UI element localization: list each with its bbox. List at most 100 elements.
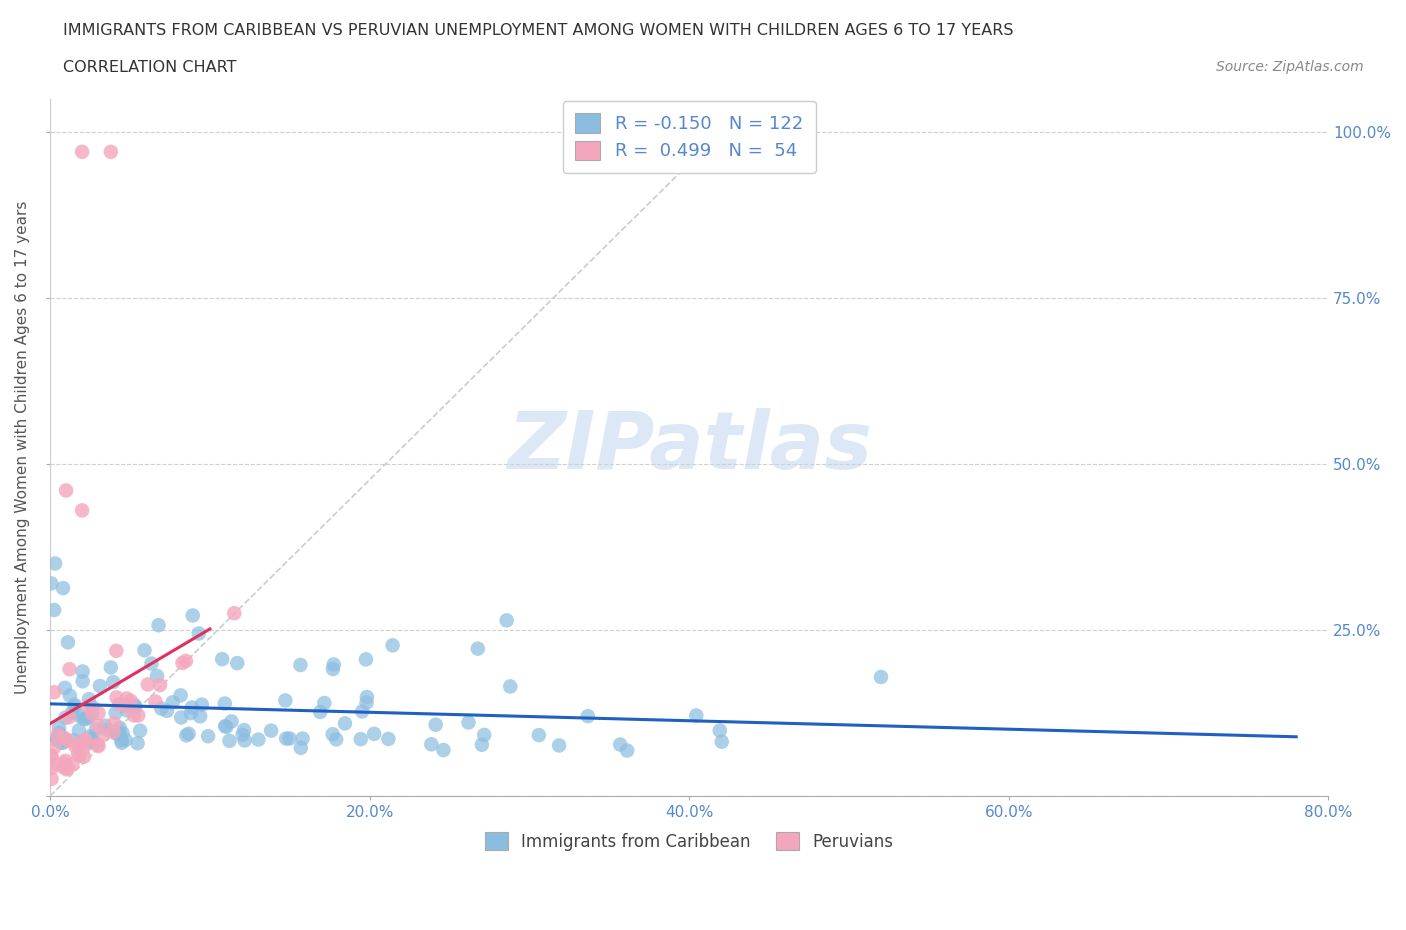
Point <box>472 727 495 742</box>
Point <box>170 711 193 725</box>
Point <box>48 725 70 740</box>
Point <box>174 654 197 669</box>
Point <box>73 732 96 747</box>
Point <box>72 742 94 757</box>
Point <box>276 731 298 746</box>
Point <box>122 708 145 723</box>
Point <box>499 679 522 694</box>
Point <box>94 718 117 733</box>
Point <box>103 674 125 689</box>
Text: ZIPatlas: ZIPatlas <box>506 408 872 486</box>
Point <box>105 726 128 741</box>
Point <box>72 664 94 679</box>
Point <box>149 678 172 693</box>
Point <box>111 736 134 751</box>
Point <box>274 693 297 708</box>
Point <box>53 681 76 696</box>
Point <box>111 725 134 740</box>
Point <box>96 723 118 737</box>
Point <box>356 695 378 710</box>
Point <box>89 679 111 694</box>
Point <box>115 703 138 718</box>
Point <box>356 689 378 704</box>
Point <box>104 705 127 720</box>
Point <box>527 727 550 742</box>
Point <box>432 743 454 758</box>
Point <box>105 724 128 739</box>
Point <box>42 740 65 755</box>
Point <box>548 738 571 753</box>
Point <box>45 732 67 747</box>
Point <box>62 757 84 772</box>
Point <box>162 695 184 710</box>
Point <box>290 658 312 672</box>
Point <box>46 727 69 742</box>
Point <box>188 709 211 724</box>
Point <box>80 731 103 746</box>
Point <box>63 699 86 714</box>
Point <box>169 688 191 703</box>
Point <box>53 753 76 768</box>
Point <box>176 728 198 743</box>
Point <box>278 731 301 746</box>
Point <box>44 684 66 699</box>
Point <box>129 724 152 738</box>
Point <box>53 730 76 745</box>
Point <box>45 732 67 747</box>
Point <box>41 749 63 764</box>
Point <box>226 656 249 671</box>
Point <box>73 750 96 764</box>
Point <box>495 613 517 628</box>
Point <box>127 736 149 751</box>
Text: Source: ZipAtlas.com: Source: ZipAtlas.com <box>1216 60 1364 74</box>
Point <box>60 705 83 720</box>
Point <box>197 729 219 744</box>
Y-axis label: Unemployment Among Women with Children Ages 6 to 17 years: Unemployment Among Women with Children A… <box>15 201 30 694</box>
Point <box>224 605 246 620</box>
Point <box>115 699 138 714</box>
Point <box>52 736 75 751</box>
Point <box>576 709 599 724</box>
Point <box>181 700 204 715</box>
Point <box>221 714 243 729</box>
Point <box>70 144 93 159</box>
Point <box>172 656 194 671</box>
Point <box>56 635 79 650</box>
Point <box>66 747 89 762</box>
Point <box>52 760 75 775</box>
Point <box>70 503 93 518</box>
Point <box>62 733 84 748</box>
Point <box>115 691 138 706</box>
Point <box>93 727 115 742</box>
Point <box>108 721 131 736</box>
Point <box>191 698 214 712</box>
Point <box>233 733 256 748</box>
Point <box>218 734 240 749</box>
Point <box>127 708 149 723</box>
Point <box>148 618 170 632</box>
Point <box>710 735 733 750</box>
Point <box>177 726 200 741</box>
Point <box>333 716 356 731</box>
Point <box>233 723 256 737</box>
Point <box>124 699 146 714</box>
Point <box>231 727 253 742</box>
Point <box>214 697 236 711</box>
Point <box>105 690 128 705</box>
Point <box>309 705 332 720</box>
Point <box>145 694 167 709</box>
Point <box>457 715 479 730</box>
Point <box>53 732 76 747</box>
Point <box>709 723 731 737</box>
Point <box>86 737 108 752</box>
Point <box>45 757 67 772</box>
Point <box>52 580 75 595</box>
Point <box>471 737 494 752</box>
Point <box>67 739 90 754</box>
Point <box>55 762 77 777</box>
Legend: Immigrants from Caribbean, Peruvians: Immigrants from Caribbean, Peruvians <box>478 825 900 857</box>
Point <box>53 756 76 771</box>
Point <box>114 733 136 748</box>
Point <box>77 710 100 724</box>
Point <box>377 732 399 747</box>
